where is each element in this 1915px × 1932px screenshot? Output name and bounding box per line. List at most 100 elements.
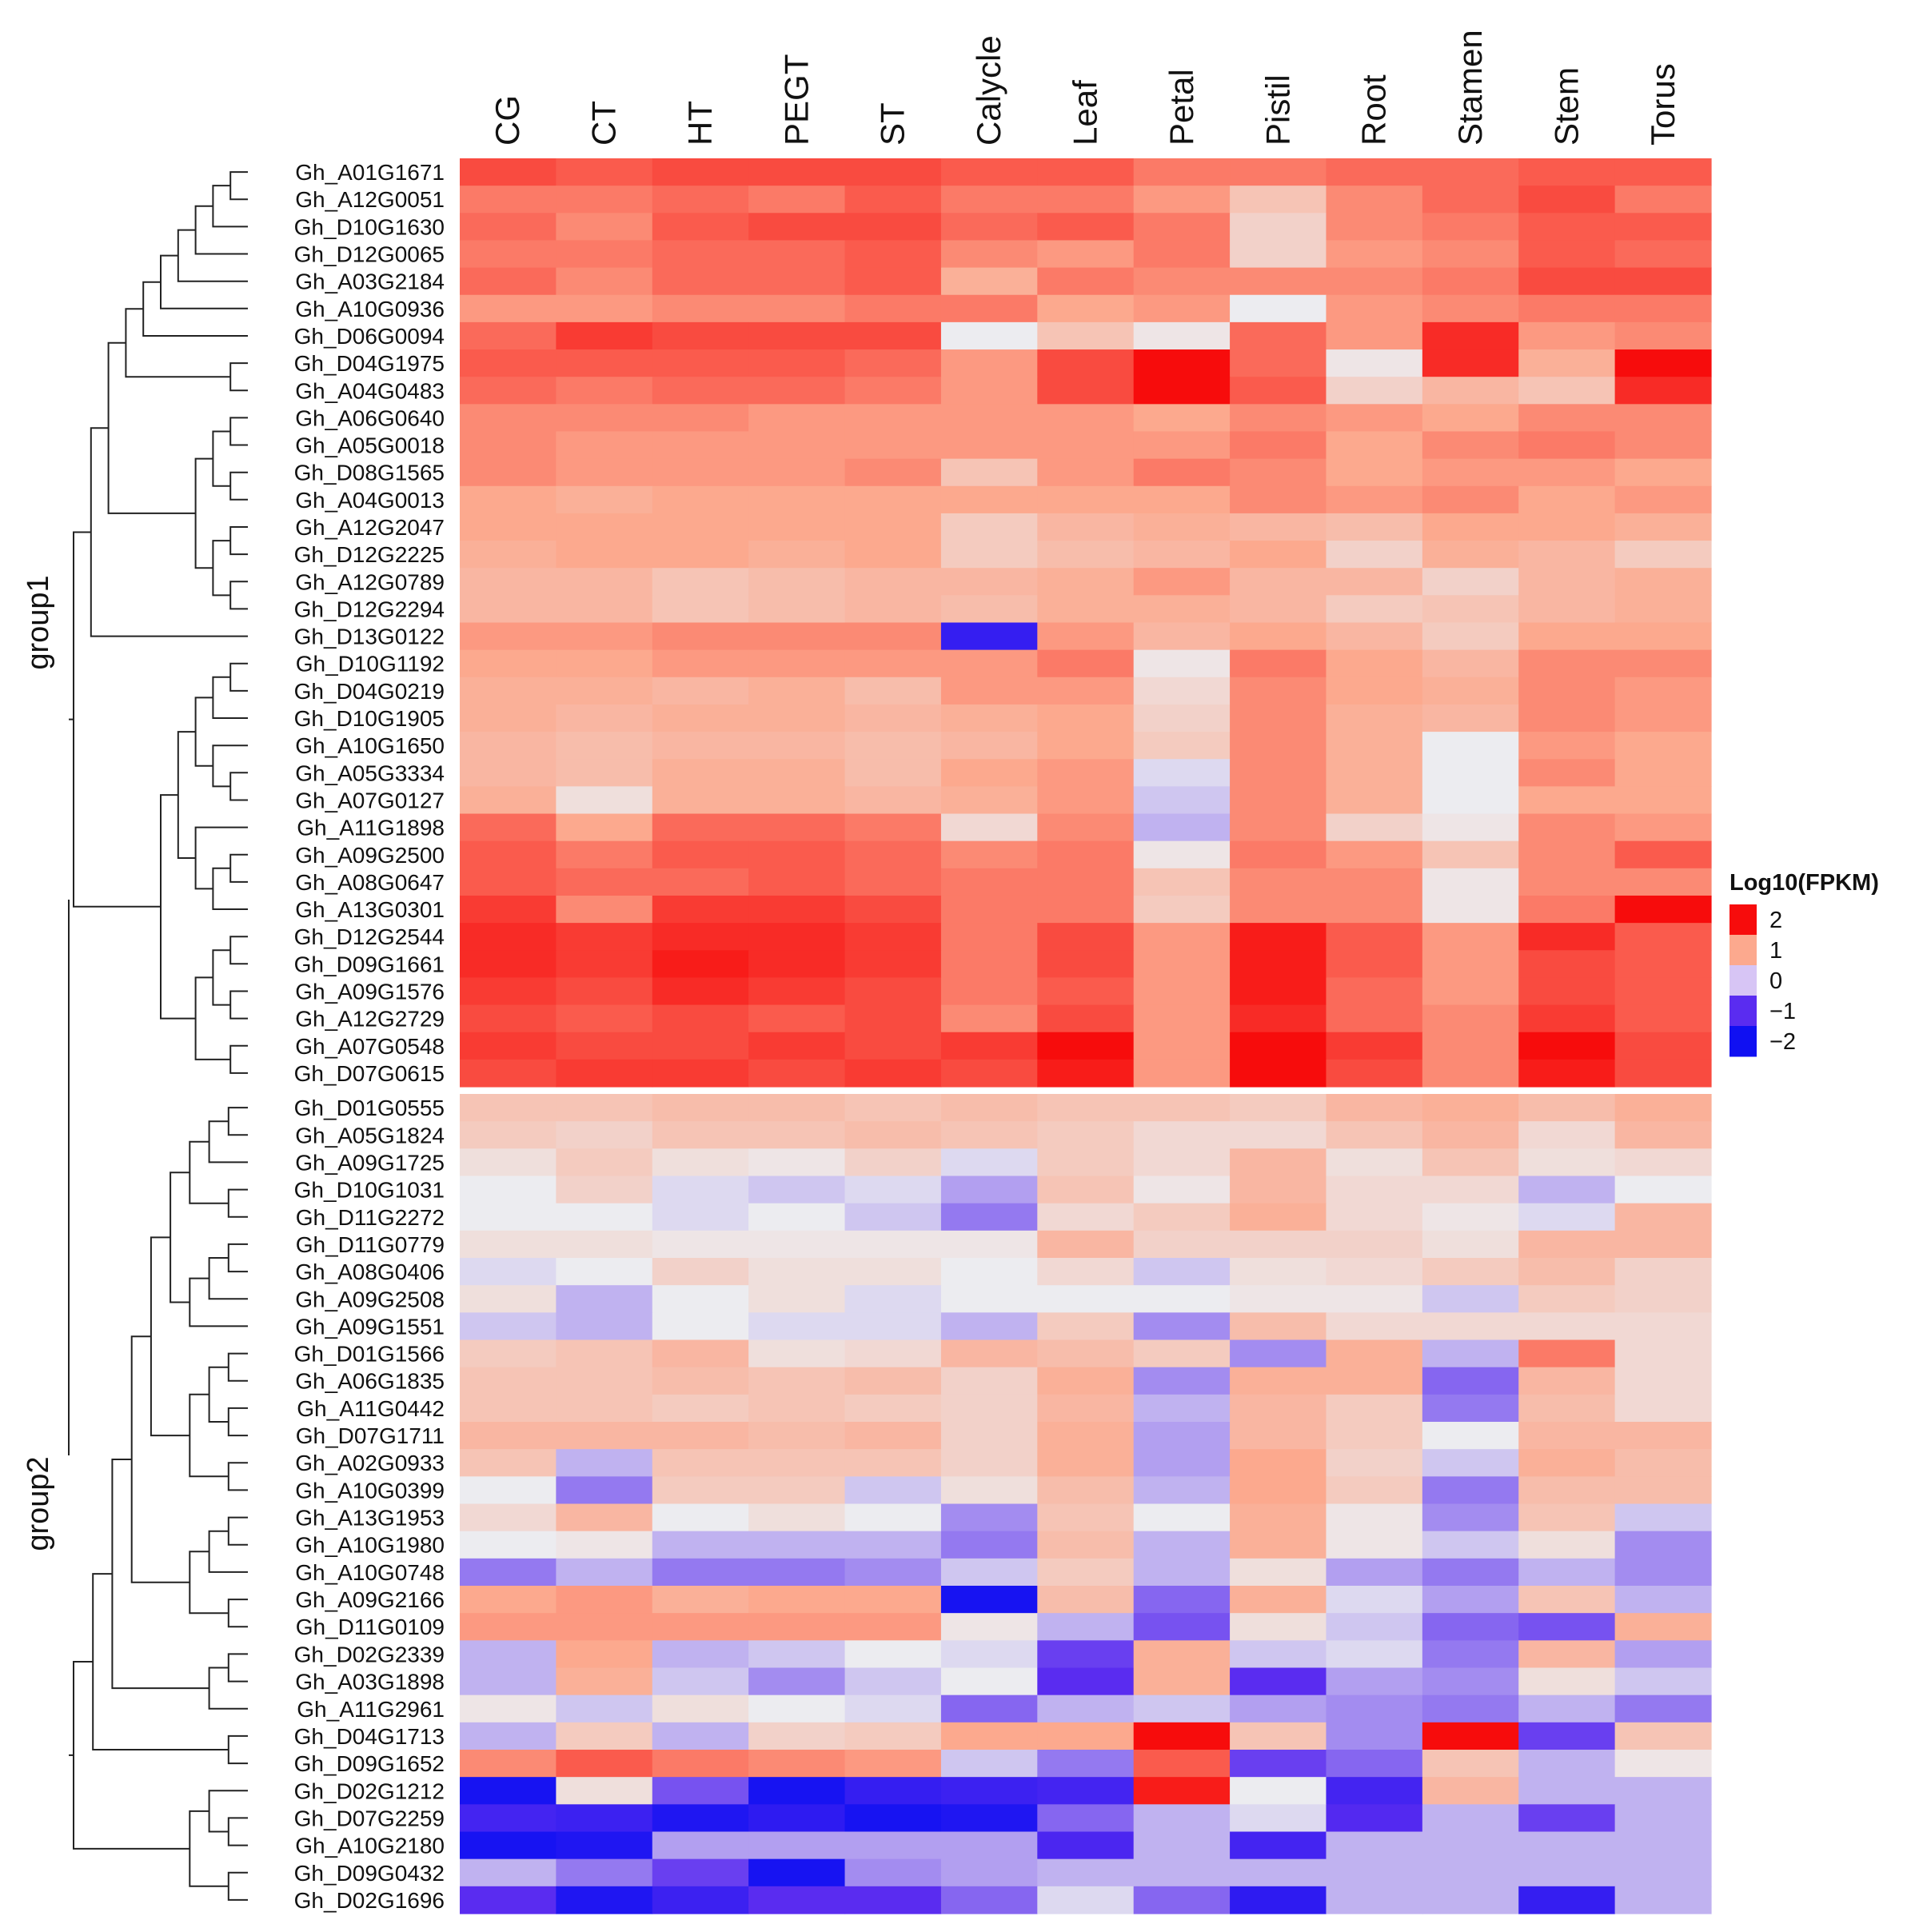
heatmap-cell (556, 704, 653, 732)
group-label: group1 (22, 575, 55, 669)
heatmap-cell (1422, 1004, 1519, 1033)
heatmap-cell (1133, 267, 1231, 296)
heatmap-cell (1518, 759, 1616, 787)
heatmap-cell (1518, 377, 1616, 405)
heatmap-cell (1133, 1094, 1231, 1122)
heatmap-cell (844, 513, 942, 541)
heatmap-cell (844, 294, 942, 323)
row-label: Gh_A10G1650 (295, 733, 445, 758)
heatmap-cell (1326, 1694, 1423, 1723)
heatmap-cell (1037, 1804, 1135, 1833)
row-label: Gh_A11G1898 (297, 816, 445, 840)
heatmap-cell (1614, 868, 1712, 896)
heatmap-cell (1037, 321, 1135, 350)
heatmap-cell (940, 759, 1038, 787)
heatmap-cell (1422, 267, 1519, 296)
heatmap-cell (1037, 1586, 1135, 1614)
row-label: Gh_A01G1671 (295, 160, 445, 185)
heatmap-cell (1614, 1640, 1712, 1669)
heatmap-cell (652, 1422, 749, 1450)
heatmap-cell (1230, 840, 1327, 869)
heatmap-cell (940, 1586, 1038, 1614)
heatmap-cell (748, 868, 846, 896)
heatmap-cell (652, 1230, 749, 1259)
heatmap-cell (1230, 1121, 1327, 1149)
heatmap-cell (460, 513, 557, 541)
heatmap-cell (1326, 321, 1423, 350)
heatmap-cell (556, 1531, 653, 1559)
heatmap-cell (556, 840, 653, 869)
row-label: Gh_D09G1652 (294, 1751, 445, 1776)
heatmap-cell (1518, 1613, 1616, 1641)
heatmap-cell (556, 240, 653, 269)
dendrogram-branch (229, 853, 248, 883)
heatmap-cell (460, 1230, 557, 1259)
heatmap-cell (1614, 1004, 1712, 1033)
heatmap-cell (844, 923, 942, 951)
heatmap-cell (460, 404, 557, 433)
dendrogram-branch (227, 1653, 248, 1683)
heatmap-cell (652, 1667, 749, 1696)
heatmap-cell (940, 813, 1038, 842)
heatmap-cell (1326, 1750, 1423, 1778)
heatmap-cell (1326, 813, 1423, 842)
heatmap-cell (1037, 1176, 1135, 1204)
heatmap-cell (556, 1312, 653, 1341)
row-label: Gh_A06G0640 (295, 405, 445, 430)
heatmap-cell (1230, 1694, 1327, 1723)
heatmap-cell (1326, 1722, 1423, 1750)
heatmap-cell (940, 1121, 1038, 1149)
heatmap-cell (1037, 1558, 1135, 1587)
heatmap-cell (1614, 541, 1712, 569)
heatmap-cell (1614, 513, 1712, 541)
heatmap-cell (1422, 1059, 1519, 1088)
heatmap-cell (652, 321, 749, 350)
heatmap-cell (1614, 240, 1712, 269)
heatmap-cell (652, 649, 749, 678)
heatmap-cell (1614, 1422, 1712, 1450)
heatmap-cell (1230, 1613, 1327, 1641)
heatmap-cell (748, 1667, 846, 1696)
heatmap-cell (652, 1285, 749, 1313)
heatmap-cell (1518, 321, 1616, 350)
heatmap-cell (556, 868, 653, 896)
heatmap-cell (556, 1422, 653, 1450)
heatmap-cell (1518, 568, 1616, 596)
heatmap-cell (1133, 622, 1231, 651)
heatmap-cell (748, 431, 846, 460)
heatmap-cell (1614, 1804, 1712, 1833)
heatmap-cell (1422, 1750, 1519, 1778)
heatmap-cell (844, 977, 942, 1006)
heatmap-cell (460, 1148, 557, 1177)
heatmap-cell (1422, 1121, 1519, 1149)
heatmap-cell (1037, 1394, 1135, 1423)
heatmap-cell (844, 1285, 942, 1313)
heatmap-cell (556, 677, 653, 705)
dendrogram-branch (227, 1734, 248, 1765)
heatmap-cell (1133, 677, 1231, 705)
row-label: Gh_D02G1696 (294, 1888, 445, 1913)
dendrogram-branch (227, 1107, 248, 1136)
heatmap-cell (940, 704, 1038, 732)
heatmap-cell (748, 1394, 846, 1423)
heatmap-cell (556, 1230, 653, 1259)
heatmap-cell (844, 840, 942, 869)
heatmap-cell (1133, 649, 1231, 678)
heatmap-cell (844, 240, 942, 269)
heatmap-cell (844, 1004, 942, 1033)
heatmap-cell (1133, 704, 1231, 732)
heatmap-cell (748, 895, 846, 924)
heatmap-cell (556, 1367, 653, 1395)
row-label: Gh_D04G1975 (294, 351, 445, 376)
heatmap-cell (1230, 1004, 1327, 1033)
heatmap-cell (1230, 1667, 1327, 1696)
heatmap-cell (1422, 1667, 1519, 1696)
row-dendrogram (68, 171, 248, 1901)
heatmap-cell (1518, 541, 1616, 569)
heatmap-cell (1518, 1148, 1616, 1177)
heatmap-cell (940, 1258, 1038, 1286)
heatmap-cell (652, 1394, 749, 1423)
dendrogram-branch (229, 581, 248, 610)
heatmap-cell (1326, 1258, 1423, 1286)
heatmap-cell (1422, 321, 1519, 350)
